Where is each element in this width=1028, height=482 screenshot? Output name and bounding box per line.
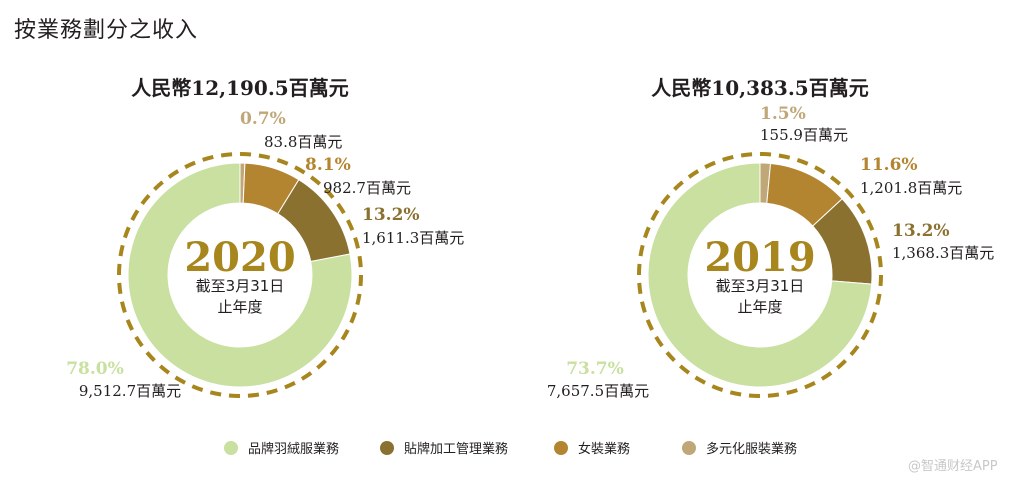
legend-label-womens: 女裝業務 — [578, 442, 631, 457]
legend-label-brand-down: 品牌羽絨服業務 — [248, 442, 340, 457]
pct-label-brand_down-2019: 73.7% — [566, 359, 624, 379]
pct-label-diversified-2019: 1.5% — [760, 104, 806, 124]
pct-label-diversified-2020: 0.7% — [240, 109, 286, 129]
dashed-ring-2019 — [637, 152, 883, 398]
dashed-ring-2020 — [117, 152, 363, 398]
center-subtitle-2020: 截至3月31日 — [196, 277, 285, 295]
center-subtitle2-2019: 止年度 — [737, 298, 782, 316]
center-year-2019: 2019 — [704, 234, 815, 281]
pct-label-brand_down-2020: 78.0% — [66, 359, 124, 379]
legend-label-diversified: 多元化服裝業務 — [706, 442, 798, 457]
center-subtitle-2019: 截至3月31日 — [716, 277, 805, 295]
amount-label-womens-2020: 982.7百萬元 — [323, 179, 411, 197]
legend-item-brand-down: 品牌羽絨服業務 — [224, 438, 339, 457]
legend-swatch-oem — [380, 440, 394, 455]
page-title: 按業務劃分之收入 — [14, 18, 199, 43]
donut-slice-brand_down-2020 — [127, 162, 353, 388]
legend-swatch-diversified — [682, 440, 696, 455]
legend-item-diversified: 多元化服裝業務 — [682, 438, 797, 457]
amount-label-diversified-2020: 83.8百萬元 — [264, 133, 342, 151]
pct-label-oem-2020: 13.2% — [362, 205, 420, 225]
amount-label-brand_down-2020: 9,512.7百萬元 — [79, 382, 181, 400]
donut-slice-brand_down-2019 — [647, 162, 873, 388]
total-revenue-2019: 人民幣10,383.5百萬元 — [651, 76, 868, 100]
legend-item-oem: 貼牌加工管理業務 — [380, 438, 508, 457]
amount-label-diversified-2019: 155.9百萬元 — [760, 126, 848, 144]
pct-label-oem-2019: 13.2% — [892, 221, 950, 241]
center-subtitle2-2020: 止年度 — [217, 298, 262, 316]
legend-label-oem: 貼牌加工管理業務 — [404, 442, 509, 457]
total-revenue-2020: 人民幣12,190.5百萬元 — [131, 76, 348, 100]
legend: 品牌羽絨服業務 貼牌加工管理業務 女裝業務 多元化服裝業務 — [0, 438, 1028, 462]
amount-label-oem-2020: 1,611.3百萬元 — [362, 229, 464, 247]
watermark: @智通财经APP — [908, 459, 998, 474]
legend-swatch-womens — [554, 440, 568, 455]
center-year-2020: 2020 — [184, 234, 295, 281]
amount-label-womens-2019: 1,201.8百萬元 — [860, 179, 962, 197]
pct-label-womens-2019: 11.6% — [860, 155, 918, 175]
amount-label-oem-2019: 1,368.3百萬元 — [892, 244, 994, 262]
pct-label-womens-2020: 8.1% — [305, 155, 351, 175]
legend-item-womens: 女裝業務 — [554, 438, 630, 457]
legend-swatch-brand-down — [224, 440, 238, 455]
amount-label-brand_down-2019: 7,657.5百萬元 — [547, 382, 649, 400]
